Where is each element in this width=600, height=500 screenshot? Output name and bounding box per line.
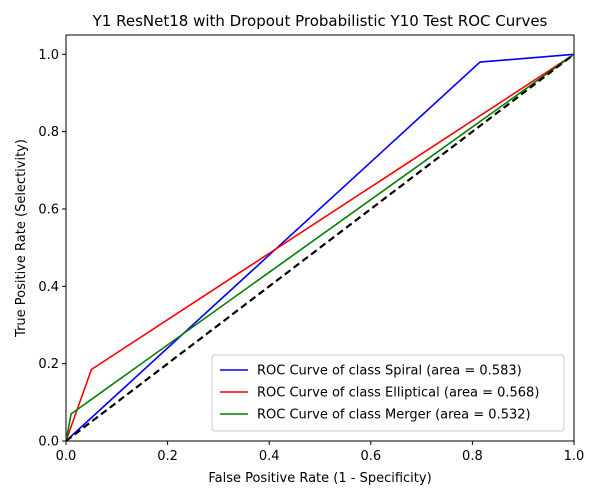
y-tick-label: 1.0	[38, 48, 59, 63]
x-tick-label: 1.0	[564, 449, 585, 464]
x-axis-label: False Positive Rate (1 - Specificity)	[208, 471, 431, 486]
legend-box	[211, 354, 565, 432]
series-line-2	[65, 53, 575, 442]
y-tick-label: 0.8	[38, 125, 59, 140]
y-axis-label: True Positive Rate (Selectivity)	[14, 139, 29, 338]
plot-frame	[65, 34, 575, 442]
series-line-1	[65, 53, 575, 442]
y-tick-label: 0.4	[38, 280, 59, 295]
x-axis-ticks: 0.0 0.2 0.4 0.6 0.8 1.0	[56, 441, 585, 464]
x-tick-label: 0.4	[259, 449, 280, 464]
x-tick-label: 0.2	[157, 449, 178, 464]
y-tick-label: 0.6	[38, 203, 59, 218]
y-tick-label: 0.0	[38, 435, 59, 450]
series-line-0	[65, 53, 575, 442]
chart-title: Y1 ResNet18 with Dropout Probabilistic Y…	[92, 12, 548, 30]
plot-area	[65, 34, 575, 442]
x-tick-label: 0.8	[462, 449, 483, 464]
legend-label-2: ROC Curve of class Merger (area = 0.532)	[257, 408, 531, 423]
legend-label-0: ROC Curve of class Spiral (area = 0.583)	[257, 364, 522, 379]
reference-diagonal-line	[65, 53, 575, 442]
legend-label-1: ROC Curve of class Elliptical (area = 0.…	[257, 386, 539, 401]
series-layer	[65, 53, 575, 442]
x-tick-label: 0.6	[360, 449, 381, 464]
legend: ROC Curve of class Spiral (area = 0.583)…	[211, 354, 565, 432]
x-tick-label: 0.0	[56, 449, 77, 464]
y-tick-label: 0.2	[38, 357, 59, 372]
y-axis-ticks: 0.0 0.2 0.4 0.6 0.8 1.0	[38, 48, 66, 450]
